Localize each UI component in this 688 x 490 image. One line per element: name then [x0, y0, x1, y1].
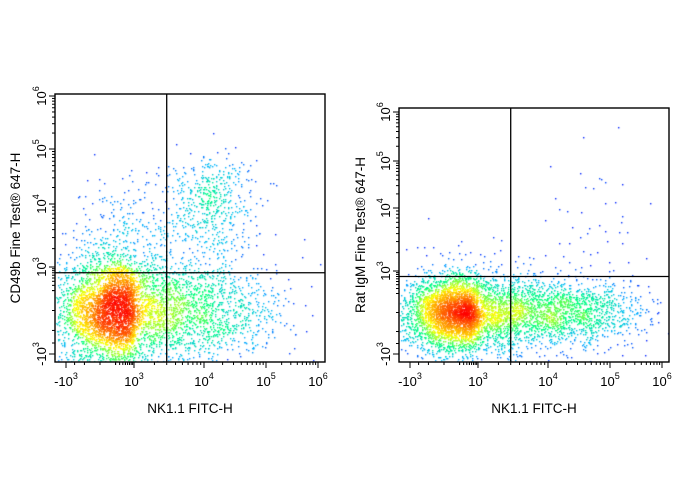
- density-points: [399, 108, 669, 362]
- quadrant-gate: [399, 108, 669, 362]
- y-tick-label: -103: [375, 342, 393, 366]
- tick-exponent: 6: [667, 371, 672, 381]
- tick-exponent: 5: [615, 371, 620, 381]
- tick-base: -10: [54, 374, 73, 389]
- y-axis-title: CD49b Fine Test® 647-H: [8, 153, 23, 304]
- y-tick-label: 105: [31, 139, 49, 158]
- x-tick-label: 105: [600, 371, 619, 389]
- density-scatter: [399, 108, 669, 362]
- density-points: [55, 94, 325, 362]
- tick-base: 10: [468, 374, 482, 389]
- tick-exponent: 4: [553, 371, 558, 381]
- tick-exponent: 3: [31, 257, 41, 262]
- tick-exponent: 6: [375, 102, 385, 107]
- tick-exponent: 4: [375, 198, 385, 203]
- x-tick-label: 104: [194, 371, 213, 389]
- tick-base: 10: [378, 203, 393, 217]
- tick-base: 10: [538, 374, 552, 389]
- tick-base: 10: [34, 144, 49, 158]
- tick-base: 10: [124, 374, 138, 389]
- tick-exponent: 5: [31, 139, 41, 144]
- tick-base: 10: [600, 374, 614, 389]
- tick-exponent: 3: [31, 342, 41, 347]
- tick-base: 10: [34, 262, 49, 276]
- plot-frame: [54, 93, 326, 363]
- tick-exponent: 3: [73, 371, 78, 381]
- tick-base: 10: [378, 107, 393, 121]
- tick-base: 10: [194, 374, 208, 389]
- y-axis-title: Rat IgM Fine Test® 647-H: [353, 157, 368, 313]
- y-tick-label: 104: [31, 194, 49, 213]
- tick-exponent: 5: [375, 151, 385, 156]
- y-tick-label: 103: [375, 261, 393, 280]
- x-tick-label: -103: [398, 371, 422, 389]
- quadrant-gate: [55, 94, 325, 362]
- tick-exponent: 3: [375, 342, 385, 347]
- tick-exponent: 6: [31, 86, 41, 91]
- y-tick-label: 106: [31, 86, 49, 105]
- x-axis-title: NK1.1 FITC-H: [147, 401, 233, 416]
- tick-base: 10: [256, 374, 270, 389]
- plot-frame: [398, 107, 670, 363]
- tick-exponent: 4: [209, 371, 214, 381]
- tick-base: 10: [378, 266, 393, 280]
- tick-base: 10: [378, 156, 393, 170]
- tick-exponent: 4: [31, 194, 41, 199]
- x-tick-label: 104: [538, 371, 557, 389]
- tick-exponent: 6: [323, 371, 328, 381]
- y-tick-label: 106: [375, 102, 393, 121]
- y-tick-label: -103: [31, 342, 49, 366]
- x-tick-label: 103: [468, 371, 487, 389]
- y-tick-label: 105: [375, 151, 393, 170]
- tick-base: -10: [34, 347, 49, 366]
- tick-base: -10: [398, 374, 417, 389]
- y-tick-label: 103: [31, 257, 49, 276]
- tick-base: -10: [378, 347, 393, 366]
- tick-exponent: 3: [483, 371, 488, 381]
- tick-base: 10: [34, 91, 49, 105]
- x-axis-title: NK1.1 FITC-H: [491, 401, 577, 416]
- density-scatter: [55, 94, 325, 362]
- tick-base: 10: [308, 374, 322, 389]
- x-tick-label: 106: [652, 371, 671, 389]
- tick-base: 10: [652, 374, 666, 389]
- tick-exponent: 5: [271, 371, 276, 381]
- x-tick-label: 105: [256, 371, 275, 389]
- tick-exponent: 3: [375, 261, 385, 266]
- tick-exponent: 3: [139, 371, 144, 381]
- x-tick-label: -103: [54, 371, 78, 389]
- y-tick-label: 104: [375, 198, 393, 217]
- x-tick-label: 103: [124, 371, 143, 389]
- x-tick-label: 106: [308, 371, 327, 389]
- tick-base: 10: [34, 199, 49, 213]
- tick-exponent: 3: [417, 371, 422, 381]
